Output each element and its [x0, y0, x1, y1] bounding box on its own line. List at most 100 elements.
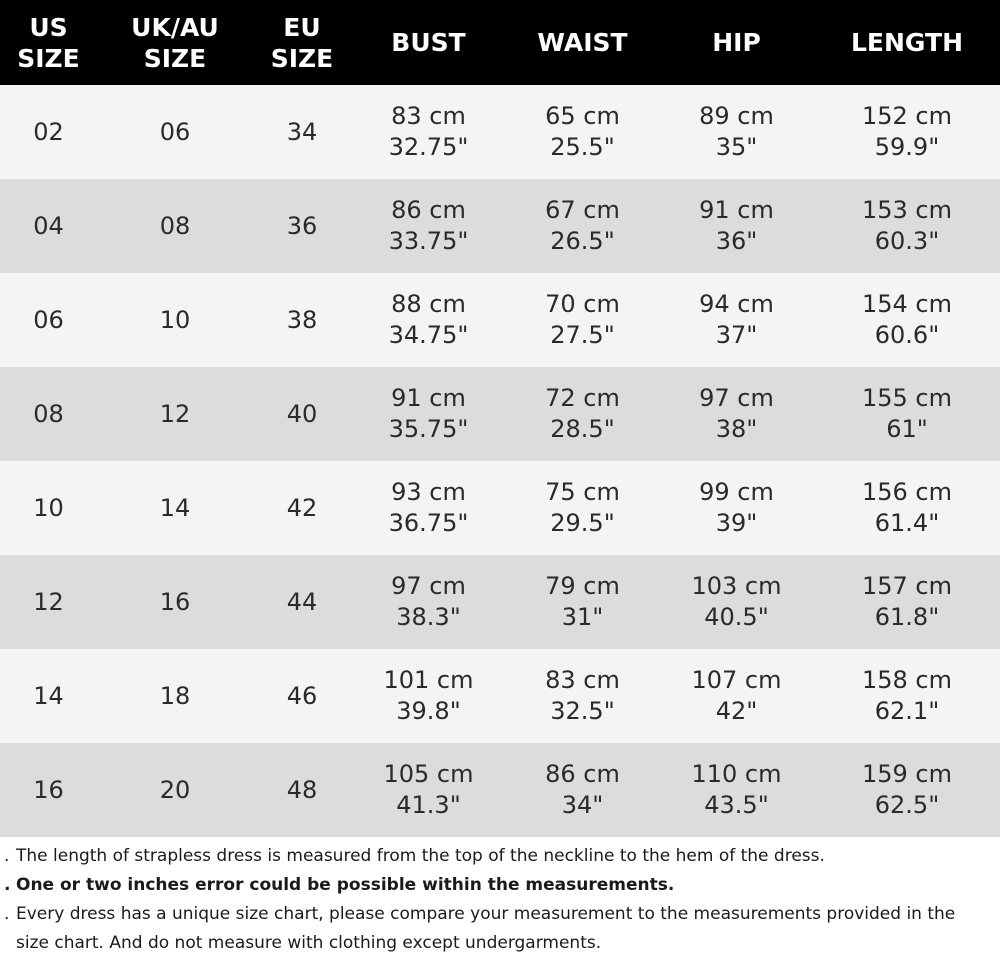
measure-inch: 25.5": [550, 133, 615, 161]
us-size-cell: 10: [33, 493, 64, 522]
length-cell: 157 cm 61.8": [814, 555, 1000, 649]
measure-cm: 94 cm: [699, 290, 774, 318]
waist-cell: 75 cm 29.5": [506, 461, 659, 555]
eu-size-cell: 42: [286, 493, 318, 522]
bust-cell: 97 cm 38.3": [351, 555, 506, 649]
measure-inch: 28.5": [550, 415, 615, 443]
measure-cm: 159 cm: [861, 760, 952, 788]
waist-cell: 86 cm 34": [506, 743, 659, 837]
us-size-cell: 08: [33, 399, 64, 428]
measure-inch: 38.3": [396, 603, 461, 631]
length-cell: 155 cm 61": [814, 367, 1000, 461]
waist-cell: 70 cm 27.5": [506, 273, 659, 367]
measure-cm: 86 cm: [545, 760, 620, 788]
length-cell: 153 cm 60.3": [814, 179, 1000, 273]
measure-cm: 107 cm: [691, 666, 782, 694]
measure-inch: 33.75": [388, 227, 469, 255]
measure-inch: 37": [715, 321, 758, 349]
measure-cm: 91 cm: [699, 196, 774, 224]
bust-cell: 93 cm 36.75": [351, 461, 506, 555]
measure-cm: 65 cm: [545, 102, 620, 130]
uk-au-size-cell: 20: [159, 775, 191, 804]
measure-inch: 62.1": [874, 697, 940, 725]
note-item: . Every dress has a unique size chart, pl…: [0, 900, 990, 958]
header-bust: BUST: [391, 28, 466, 57]
length-cell: 154 cm 60.6": [814, 273, 1000, 367]
note-item: . One or two inches error could be possib…: [0, 871, 990, 900]
measure-cm: 152 cm: [861, 102, 952, 130]
measure-cm: 79 cm: [545, 572, 620, 600]
measure-inch: 36": [715, 227, 758, 255]
measure-inch: 60.6": [874, 321, 940, 349]
measure-cm: 97 cm: [699, 384, 774, 412]
waist-cell: 72 cm 28.5": [506, 367, 659, 461]
us-size-cell: 02: [33, 117, 64, 146]
eu-size-cell: 34: [286, 117, 318, 146]
measure-inch: 61.8": [874, 603, 940, 631]
hip-cell: 97 cm 38": [659, 367, 814, 461]
measure-inch: 34.75": [388, 321, 469, 349]
measure-inch: 42": [715, 697, 758, 725]
measure-cm: 67 cm: [545, 196, 620, 224]
bust-cell: 91 cm 35.75": [351, 367, 506, 461]
measure-cm: 155 cm: [861, 384, 952, 412]
measure-inch: 40.5": [704, 603, 769, 631]
header-length: LENGTH: [851, 28, 963, 57]
measure-cm: 99 cm: [699, 478, 774, 506]
measure-cm: 83 cm: [391, 102, 466, 130]
bust-cell: 86 cm 33.75": [351, 179, 506, 273]
measure-inch: 43.5": [704, 791, 769, 819]
hip-cell: 110 cm 43.5": [659, 743, 814, 837]
bust-cell: 83 cm 32.75": [351, 85, 506, 179]
hip-cell: 89 cm 35": [659, 85, 814, 179]
measure-cm: 93 cm: [391, 478, 466, 506]
header-hip: HIP: [712, 28, 761, 57]
bust-cell: 88 cm 34.75": [351, 273, 506, 367]
measure-cm: 89 cm: [699, 102, 774, 130]
bust-cell: 105 cm 41.3": [351, 743, 506, 837]
table-row: 12 16 44 97 cm 38.3" 79 cm 31" 103 cm 40.5" 157 c…: [0, 555, 1000, 649]
hip-cell: 99 cm 39": [659, 461, 814, 555]
header-eu-size: EU SIZE: [270, 12, 334, 73]
header-row: US SIZE UK/AU SIZE EU SIZE BUST WAIST: [0, 0, 1000, 85]
notes: . The length of strapless dress is measur…: [0, 842, 990, 958]
measure-inch: 35": [715, 133, 758, 161]
uk-au-size-cell: 18: [159, 681, 191, 710]
eu-size-cell: 36: [286, 211, 318, 240]
uk-au-size-cell: 10: [159, 305, 191, 334]
uk-au-size-cell: 12: [159, 399, 191, 428]
measure-inch: 32.5": [550, 697, 615, 725]
table-body: 02 06 34 83 cm 32.75" 65 cm 25.5" 89 cm 35" 152 c…: [0, 85, 1000, 837]
measure-inch: 60.3": [874, 227, 940, 255]
measure-inch: 36.75": [388, 509, 469, 537]
us-size-cell: 04: [33, 211, 64, 240]
measure-cm: 88 cm: [391, 290, 466, 318]
table-row: 04 08 36 86 cm 33.75" 67 cm 26.5" 91 cm 36" 153 c…: [0, 179, 1000, 273]
measure-inch: 38": [715, 415, 758, 443]
us-size-cell: 16: [33, 775, 64, 804]
waist-cell: 79 cm 31": [506, 555, 659, 649]
eu-size-cell: 48: [286, 775, 318, 804]
measure-inch: 59.9": [874, 133, 940, 161]
note-text: The length of strapless dress is measure…: [16, 846, 825, 866]
length-cell: 156 cm 61.4": [814, 461, 1000, 555]
measure-inch: 41.3": [396, 791, 461, 819]
measure-cm: 101 cm: [383, 666, 474, 694]
measure-inch: 26.5": [550, 227, 615, 255]
table-row: 06 10 38 88 cm 34.75" 70 cm 27.5" 94 cm 37" 154 c…: [0, 273, 1000, 367]
waist-cell: 67 cm 26.5": [506, 179, 659, 273]
measure-cm: 105 cm: [383, 760, 474, 788]
measure-cm: 103 cm: [691, 572, 782, 600]
uk-au-size-cell: 14: [159, 493, 191, 522]
table-row: 16 20 48 105 cm 41.3" 86 cm 34" 110 cm 43.5" 159 …: [0, 743, 1000, 837]
header-uk-au-size: UK/AU SIZE: [131, 12, 219, 73]
measure-cm: 72 cm: [545, 384, 620, 412]
measure-inch: 31": [561, 603, 604, 631]
bullet-dot: .: [4, 904, 10, 924]
us-size-cell: 06: [33, 305, 64, 334]
size-table: US SIZE UK/AU SIZE EU SIZE BUST WAIST: [0, 0, 1000, 837]
measure-inch: 35.75": [388, 415, 469, 443]
measure-inch: 34": [561, 791, 604, 819]
measure-cm: 110 cm: [691, 760, 782, 788]
